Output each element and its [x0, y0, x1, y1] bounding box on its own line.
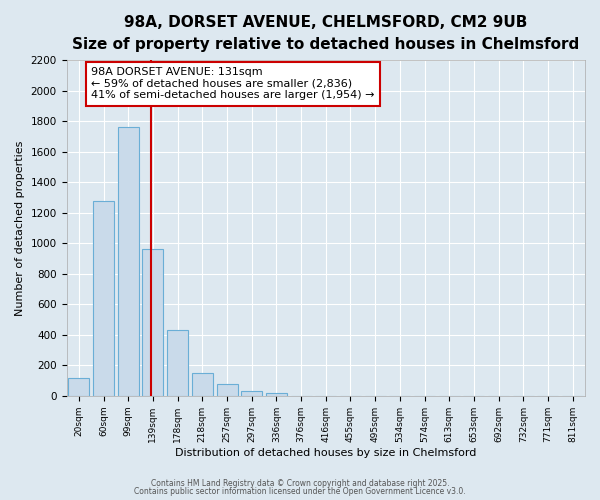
Bar — [241, 390, 262, 396]
Bar — [93, 200, 114, 396]
Text: Contains HM Land Registry data © Crown copyright and database right 2025.: Contains HM Land Registry data © Crown c… — [151, 478, 449, 488]
Text: Contains public sector information licensed under the Open Government Licence v3: Contains public sector information licen… — [134, 487, 466, 496]
Y-axis label: Number of detached properties: Number of detached properties — [15, 140, 25, 316]
Bar — [192, 373, 213, 396]
Bar — [167, 330, 188, 396]
Bar — [217, 384, 238, 396]
Bar — [68, 378, 89, 396]
Bar — [266, 393, 287, 396]
Text: 98A DORSET AVENUE: 131sqm
← 59% of detached houses are smaller (2,836)
41% of se: 98A DORSET AVENUE: 131sqm ← 59% of detac… — [91, 67, 375, 100]
Title: 98A, DORSET AVENUE, CHELMSFORD, CM2 9UB
Size of property relative to detached ho: 98A, DORSET AVENUE, CHELMSFORD, CM2 9UB … — [72, 15, 580, 52]
Bar — [142, 250, 163, 396]
X-axis label: Distribution of detached houses by size in Chelmsford: Distribution of detached houses by size … — [175, 448, 476, 458]
Bar — [118, 128, 139, 396]
